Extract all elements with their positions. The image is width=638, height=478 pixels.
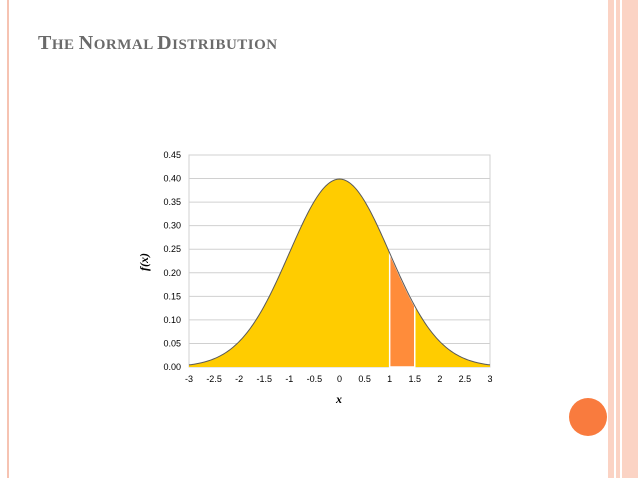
stripe-line	[614, 0, 616, 478]
y-tick-label: 0.10	[163, 315, 181, 325]
title-cap: N	[78, 32, 94, 54]
y-tick-label: 0.30	[163, 221, 181, 231]
x-tick-label: 1	[387, 374, 392, 384]
x-tick-label: 2	[437, 374, 442, 384]
x-axis-label: x	[335, 392, 342, 406]
x-tick-label: -3	[185, 374, 193, 384]
title-smallcaps: HE	[51, 37, 79, 53]
y-tick-label: 0.45	[163, 150, 181, 160]
x-tick-label: 0.5	[358, 374, 371, 384]
y-tick-label: 0.25	[163, 244, 181, 254]
x-tick-labels: -3 -2.5 -2 -1.5 -1 -0.5 0 0.5 1 1.5 2 2.5 3	[185, 374, 493, 384]
highlight-area	[388, 252, 416, 368]
y-tick-label: 0.35	[163, 197, 181, 207]
title-cap: D	[157, 32, 173, 54]
x-tick-label: -2.5	[206, 374, 222, 384]
accent-circle	[569, 398, 607, 436]
y-tick-label: 0.20	[163, 268, 181, 278]
y-tick-label: 0.00	[163, 362, 181, 372]
x-tick-label: 0	[337, 374, 342, 384]
x-tick-label: -2	[235, 374, 243, 384]
stripe-line	[620, 0, 622, 478]
y-tick-labels: 0.00 0.05 0.10 0.15 0.20 0.25 0.30 0.35 0.40 0.45	[163, 150, 181, 372]
x-tick-label: -1.5	[256, 374, 272, 384]
x-tick-label: 1.5	[408, 374, 421, 384]
slide-title: THE NORMAL DISTRIBUTION	[38, 32, 278, 55]
x-tick-label: -1	[285, 374, 293, 384]
x-tick-label: 3	[487, 374, 492, 384]
title-cap: T	[38, 32, 52, 54]
y-axis-label: f(x)	[137, 253, 151, 271]
title-smallcaps: ORMAL	[93, 37, 158, 53]
curve-line	[188, 178, 491, 366]
right-decorative-stripe	[608, 0, 638, 478]
y-tick-label: 0.15	[163, 291, 181, 301]
left-decorative-line	[7, 0, 9, 478]
title-smallcaps: ISTRIBUTION	[172, 37, 278, 53]
x-tick-label: -0.5	[307, 374, 323, 384]
y-tick-label: 0.05	[163, 338, 181, 348]
x-tick-label: 2.5	[459, 374, 472, 384]
y-tick-label: 0.40	[163, 174, 181, 184]
